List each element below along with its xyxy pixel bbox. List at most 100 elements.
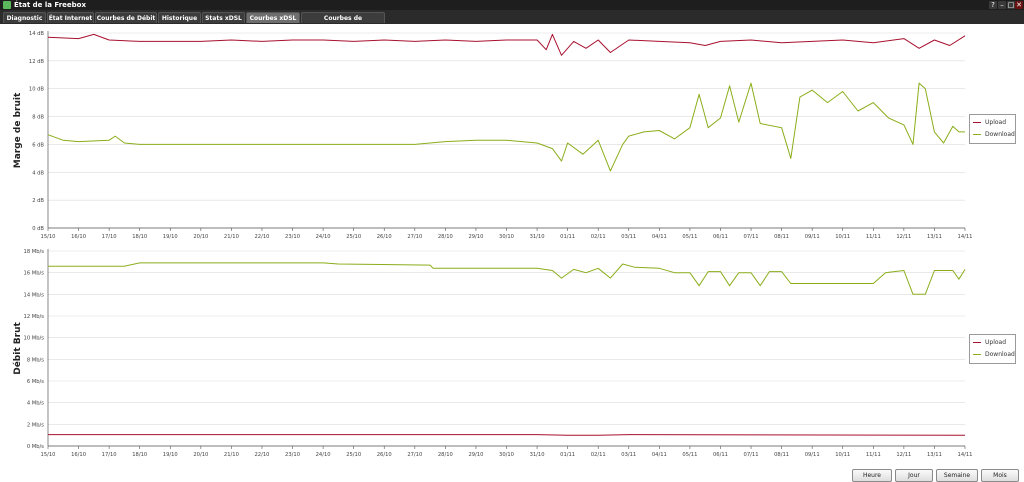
tab-historique[interactable]: Historique: [158, 12, 201, 23]
legend-label: Upload: [985, 119, 1007, 126]
rate-xtick-label: 31/10: [530, 452, 545, 458]
range-week-button[interactable]: Semaine: [936, 469, 978, 482]
rate-xtick-label: 22/10: [254, 452, 269, 458]
snr-xtick-label: 26/10: [377, 234, 392, 240]
snr-xtick-label: 15/10: [41, 234, 56, 240]
snr-xtick-label: 01/11: [560, 234, 575, 240]
snr-ytick-label: 8 dB: [32, 115, 44, 121]
snr-legend: Upload Download: [969, 114, 1016, 144]
maximize-icon[interactable]: □: [1007, 1, 1015, 9]
rate-xtick-label: 20/10: [193, 452, 208, 458]
legend-label: Download: [985, 351, 1015, 358]
snr-xtick-label: 22/10: [254, 234, 269, 240]
rate-ytick-label: 0 Mb/s: [27, 444, 44, 450]
rate-ytick-label: 2 Mb/s: [27, 422, 44, 428]
rate-xtick-label: 29/10: [468, 452, 483, 458]
snr-xtick-label: 17/10: [102, 234, 117, 240]
snr-xtick-label: 10/11: [835, 234, 850, 240]
rate-xtick-label: 30/10: [499, 452, 514, 458]
snr-series-upload: [47, 33, 966, 56]
window-titlebar: État de la Freebox ? – □ ✕: [0, 0, 1024, 10]
rate-ytick-label: 6 Mb/s: [27, 379, 44, 385]
snr-xtick-label: 24/10: [316, 234, 331, 240]
tab-bar: Diagnostic État Internet Courbes de Débi…: [0, 10, 1024, 33]
rate-ylabel: Débit Brut: [12, 322, 23, 375]
snr-xtick-label: 06/11: [713, 234, 728, 240]
minimize-icon[interactable]: –: [998, 1, 1006, 9]
download-swatch: [973, 134, 981, 135]
close-icon[interactable]: ✕: [1015, 1, 1023, 9]
rate-xtick-label: 24/10: [316, 452, 331, 458]
snr-xtick-label: 11/11: [866, 234, 881, 240]
rate-xtick-label: 11/11: [866, 452, 881, 458]
snr-xtick-label: 03/11: [621, 234, 636, 240]
rate-xtick-label: 04/11: [652, 452, 667, 458]
snr-xtick-label: 21/10: [224, 234, 239, 240]
rate-ytick-label: 8 Mb/s: [27, 357, 44, 363]
rate-xtick-label: 28/10: [438, 452, 453, 458]
tab-courbes-xdsl[interactable]: Courbes xDSL: [246, 12, 300, 23]
rate-xtick-label: 15/10: [41, 452, 56, 458]
rate-ytick-label: 16 Mb/s: [24, 271, 45, 277]
rate-xtick-label: 10/11: [835, 452, 850, 458]
snr-xtick-label: 08/11: [774, 234, 789, 240]
window-title: État de la Freebox: [14, 1, 87, 9]
upload-swatch: [973, 342, 981, 343]
rate-xtick-label: 12/11: [896, 452, 911, 458]
tab-courbes-debit[interactable]: Courbes de Débit: [95, 12, 157, 23]
snr-xtick-label: 30/10: [499, 234, 514, 240]
snr-xtick-label: 05/11: [682, 234, 697, 240]
rate-xtick-label: 19/10: [163, 452, 178, 458]
range-month-button[interactable]: Mois: [981, 469, 1019, 482]
snr-xtick-label: 16/10: [71, 234, 86, 240]
snr-xtick-label: 07/11: [744, 234, 759, 240]
snr-xtick-label: 12/11: [896, 234, 911, 240]
legend-label: Download: [985, 131, 1015, 138]
snr-xtick-label: 09/11: [805, 234, 820, 240]
rate-ytick-label: 4 Mb/s: [27, 401, 44, 407]
tab-courbes-temperature[interactable]: Courbes de température: [301, 12, 385, 33]
rate-xtick-label: 14/11: [958, 452, 973, 458]
snr-ytick-label: 6 dB: [32, 142, 44, 148]
rate-xtick-label: 16/10: [71, 452, 86, 458]
rate-xtick-label: 02/11: [591, 452, 606, 458]
rate-ytick-label: 18 Mb/s: [24, 249, 45, 255]
rate-xtick-label: 09/11: [805, 452, 820, 458]
snr-xtick-label: 19/10: [163, 234, 178, 240]
tab-content: 0 dB 2 dB 4 dB 6 dB 8 dB 10 dB 12 dB 14 dB 15/10…: [0, 24, 1024, 482]
snr-xtick-label: 20/10: [193, 234, 208, 240]
rate-series-upload: [48, 434, 966, 436]
rate-xtick-label: 21/10: [224, 452, 239, 458]
snr-xtick-label: 25/10: [346, 234, 361, 240]
tab-diagnostic[interactable]: Diagnostic: [3, 12, 46, 23]
range-day-button[interactable]: Jour: [895, 469, 933, 482]
freebox-app-icon: [3, 1, 11, 9]
rate-legend-upload: Upload: [973, 338, 1006, 348]
rate-xtick-label: 13/11: [927, 452, 942, 458]
snr-ytick-label: 2 dB: [32, 198, 44, 204]
snr-series-download: [47, 82, 965, 172]
snr-legend-upload: Upload: [973, 118, 1006, 128]
snr-ytick-label: 0 dB: [32, 226, 44, 232]
rate-xtick-label: 06/11: [713, 452, 728, 458]
rate-xtick-label: 01/11: [560, 452, 575, 458]
snr-legend-download: Download: [973, 130, 1015, 140]
snr-xtick-label: 29/10: [468, 234, 483, 240]
range-hour-button[interactable]: Heure: [852, 469, 892, 482]
rate-xtick-label: 25/10: [346, 452, 361, 458]
rate-xtick-label: 03/11: [621, 452, 636, 458]
rate-xtick-label: 23/10: [285, 452, 300, 458]
rate-xtick-label: 17/10: [102, 452, 117, 458]
tab-stats-xdsl[interactable]: Stats xDSL: [202, 12, 245, 23]
snr-xtick-label: 28/10: [438, 234, 453, 240]
rate-xtick-label: 26/10: [377, 452, 392, 458]
snr-ytick-label: 10 dB: [29, 87, 45, 93]
snr-ylabel: Marge de bruit: [13, 92, 23, 168]
rate-legend: Upload Download: [969, 334, 1016, 364]
snr-xtick-label: 23/10: [285, 234, 300, 240]
tab-etat-internet[interactable]: État Internet: [47, 12, 94, 23]
rate-ytick-label: 14 Mb/s: [24, 292, 45, 298]
help-icon[interactable]: ?: [989, 1, 997, 9]
rate-ytick-label: 12 Mb/s: [24, 314, 45, 320]
snr-xtick-label: 31/10: [530, 234, 545, 240]
